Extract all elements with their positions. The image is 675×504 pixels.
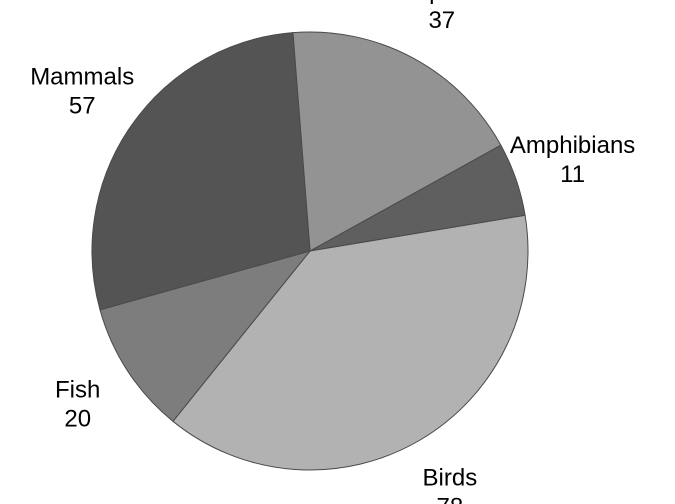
pie-slices	[91, 31, 529, 471]
pie-label-reptiles: Reptiles 37	[398, 0, 485, 34]
pie-label-value: 11	[560, 161, 585, 188]
pie-label-name: Reptiles	[398, 0, 485, 5]
pie-slice-reptiles	[292, 31, 502, 252]
pie-slice-birds	[172, 214, 529, 471]
pie-slice-mammals	[91, 32, 311, 311]
pie-label-name: Fish	[55, 377, 100, 404]
pie-label-amphibians: Amphibians 11	[510, 132, 635, 188]
pie-label-value: 78	[437, 494, 464, 504]
pie-label-value: 37	[428, 7, 455, 34]
pie-slice-fish	[99, 250, 312, 423]
pie-label-fish: Fish 20	[55, 377, 100, 433]
pie-label-value: 20	[64, 406, 91, 433]
pie-label-name: Amphibians	[510, 132, 635, 159]
pie-label-value: 57	[69, 93, 96, 120]
pie-label-birds: Birds 78	[423, 465, 478, 504]
pie-label-mammals: Mammals 57	[30, 64, 134, 120]
pie-label-name: Birds	[423, 465, 478, 492]
pie-label-name: Mammals	[30, 64, 134, 91]
